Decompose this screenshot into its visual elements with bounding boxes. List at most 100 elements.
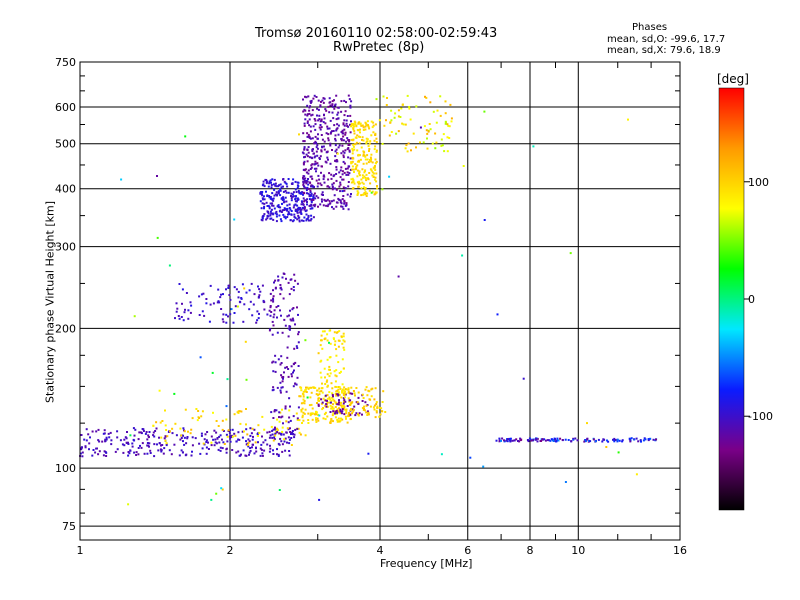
data-point [277, 204, 280, 207]
data-point [276, 205, 279, 208]
data-point [272, 360, 275, 363]
data-point [225, 405, 228, 408]
data-point [335, 375, 338, 378]
data-point [365, 179, 368, 182]
data-point [343, 348, 346, 351]
data-point [199, 452, 202, 455]
data-point [259, 192, 262, 195]
data-point [310, 198, 313, 201]
data-point [320, 149, 323, 152]
data-point [374, 165, 376, 167]
data-point [352, 187, 355, 189]
data-point [302, 180, 305, 183]
data-point [532, 439, 534, 442]
data-point [331, 188, 334, 191]
data-point [302, 390, 305, 393]
data-point [210, 435, 213, 438]
data-point [288, 314, 290, 317]
data-point [318, 118, 321, 121]
data-point [348, 150, 351, 153]
data-point [328, 396, 331, 399]
data-point [557, 439, 560, 442]
data-point [279, 389, 282, 392]
data-point [287, 421, 290, 424]
data-point [254, 441, 257, 444]
data-point [163, 447, 166, 450]
data-point [148, 431, 151, 433]
data-point [302, 132, 305, 135]
data-point [407, 142, 410, 145]
data-point [221, 447, 224, 450]
data-point [260, 443, 263, 446]
data-point [218, 435, 221, 438]
data-point [95, 447, 98, 450]
data-point [242, 320, 245, 323]
data-point [351, 149, 354, 152]
data-point [168, 449, 171, 452]
data-point [362, 176, 364, 179]
data-point [328, 401, 331, 404]
data-point [339, 183, 342, 186]
data-point [314, 135, 317, 138]
data-point [343, 162, 346, 165]
data-point [286, 346, 289, 349]
data-point [297, 331, 300, 334]
data-point [353, 125, 355, 128]
data-point [312, 196, 315, 199]
data-point [265, 201, 268, 204]
data-point [363, 405, 366, 408]
data-point [303, 122, 306, 125]
data-point [369, 168, 372, 171]
data-point [278, 416, 280, 419]
data-point [329, 356, 332, 359]
data-point [92, 449, 95, 451]
data-point [327, 137, 330, 140]
data-point [461, 254, 464, 257]
data-point [215, 442, 218, 445]
data-point [98, 440, 101, 443]
data-point [326, 401, 329, 404]
data-point [340, 412, 343, 415]
data-point [292, 286, 295, 288]
data-point [363, 151, 366, 154]
data-point [345, 173, 348, 176]
data-point [269, 444, 271, 447]
data-point [279, 206, 282, 209]
data-point [283, 438, 286, 441]
data-point [356, 192, 359, 195]
data-point [315, 410, 317, 413]
data-point [373, 166, 376, 169]
data-point [303, 200, 306, 203]
data-point [279, 194, 282, 197]
data-point [350, 161, 353, 164]
data-point [290, 192, 293, 195]
data-point [334, 393, 337, 395]
data-point [406, 94, 409, 97]
data-point [310, 192, 313, 195]
data-point [509, 437, 512, 440]
data-point [281, 430, 284, 433]
data-point [311, 109, 314, 112]
data-point [363, 175, 366, 178]
data-point [369, 405, 372, 408]
data-point [361, 181, 364, 184]
data-point [295, 195, 297, 198]
data-point [269, 447, 272, 450]
data-point [319, 128, 322, 131]
data-point [368, 189, 371, 192]
data-point [351, 168, 354, 171]
data-point [350, 124, 353, 127]
data-point [164, 409, 166, 412]
data-point [273, 309, 276, 312]
data-point [229, 435, 232, 437]
data-point [346, 167, 349, 170]
data-point [281, 380, 284, 383]
data-point [341, 198, 344, 201]
data-point [272, 316, 275, 319]
data-point [105, 436, 108, 439]
data-point [221, 318, 224, 321]
data-point [328, 127, 331, 130]
data-point [277, 190, 280, 193]
data-point [330, 418, 333, 420]
data-point [341, 170, 344, 173]
